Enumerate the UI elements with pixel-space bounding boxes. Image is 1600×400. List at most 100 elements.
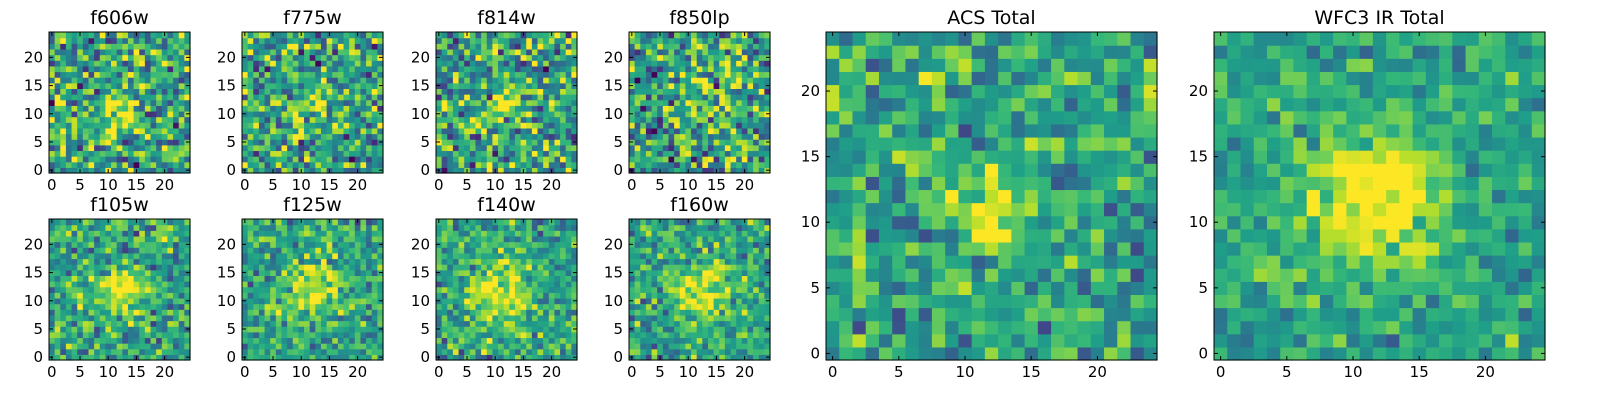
heatmap-cell [747,88,754,95]
heatmap-cell [161,275,169,282]
heatmap-cell [139,309,146,316]
heatmap-cell [144,275,152,282]
heatmap-cell [531,314,539,322]
heatmap-cell [481,258,488,265]
heatmap-cell [337,241,345,248]
heatmap-cell [320,264,328,271]
heatmap-cell [452,71,460,78]
heatmap-cell [554,303,561,310]
heatmap-cell [292,65,299,73]
heatmap-cell [702,343,709,350]
heatmap-cell [764,292,771,299]
heatmap-cell [554,343,561,350]
heatmap-cell [691,343,698,350]
heatmap-cell [315,88,322,95]
heatmap-cell [309,303,316,310]
heatmap-cell [520,326,527,333]
heatmap-cell [503,94,510,101]
heatmap-cell [65,247,73,254]
heatmap-cell [560,43,567,50]
heatmap-cell [571,320,578,327]
heatmap-cell [640,343,647,350]
heatmap-cell [543,116,550,123]
heatmap-cell [88,331,95,339]
heatmap-cell [332,309,339,316]
heatmap-cell [719,167,726,174]
heatmap-cell [503,303,510,310]
heatmap-cell [377,105,384,112]
heatmap-cell [139,65,146,73]
heatmap-cell [498,37,505,44]
heatmap-cell [354,60,362,67]
heatmap-cell [747,110,754,118]
heatmap-cell [509,309,516,316]
heatmap-cell [270,54,277,61]
heatmap-cell [741,275,749,282]
heatmap-cell [167,286,174,293]
heatmap-cell [668,292,675,299]
heatmap-cell [634,161,641,168]
heatmap-cell [315,252,322,260]
heatmap-cell [730,65,737,73]
heatmap-cell [651,275,658,282]
heatmap-cell [662,161,670,168]
heatmap-cell [82,65,90,73]
heatmap-cell [543,252,550,260]
heatmap-cell [343,309,350,316]
heatmap-cell [122,99,129,106]
heatmap-cell [133,269,140,276]
heatmap-cell [657,326,664,333]
heatmap-cell [753,116,760,123]
heatmap-cell [526,167,533,174]
heatmap-cell [139,82,146,89]
heatmap-cell [275,230,283,237]
heatmap-cell [111,43,118,50]
heatmap-cell [161,230,169,237]
heatmap-cell [281,71,288,78]
heatmap-cell [354,309,362,316]
heatmap-cell [178,82,185,89]
heatmap-cell [713,60,720,67]
heatmap-cell [469,320,477,327]
heatmap-cell [634,105,641,112]
heatmap-cell [144,348,152,355]
heatmap-cell [127,156,135,163]
heatmap-cell [60,264,67,271]
heatmap-cell [360,110,367,118]
heatmap-cell [315,122,322,129]
heatmap-cell [441,224,448,231]
heatmap-cell [537,348,544,355]
heatmap-cell [685,309,692,316]
heatmap-cell [645,88,653,95]
heatmap-cell [498,32,505,39]
heatmap-cell [543,247,550,254]
heatmap-cell [548,235,556,243]
heatmap-cell [486,133,493,140]
heatmap-cell [332,343,339,350]
heatmap-cell [253,139,260,146]
heatmap-cell [287,32,294,39]
heatmap-cell [526,43,533,50]
heatmap-cell [753,286,760,293]
heatmap-cell [447,252,454,260]
heatmap-cell [332,167,339,174]
heatmap-cell [298,230,305,237]
heatmap-cell [133,235,140,243]
heatmap-cell [458,150,465,157]
heatmap-cell [71,235,78,243]
heatmap-cell [77,139,84,146]
heatmap-cell [178,292,185,299]
heatmap-cell [122,88,129,95]
heatmap-cell [475,264,482,271]
heatmap-cell [537,99,544,106]
heatmap-cell [565,326,572,333]
heatmap-cell [514,252,522,260]
heatmap-cell [481,354,488,361]
heatmap-cell [167,275,174,282]
heatmap-cell [571,37,578,44]
heatmap-cell [343,292,350,299]
heatmap-cell [696,110,703,118]
heatmap-cell [343,105,350,112]
heatmap-cell [94,48,101,56]
heatmap-cell [94,286,101,293]
